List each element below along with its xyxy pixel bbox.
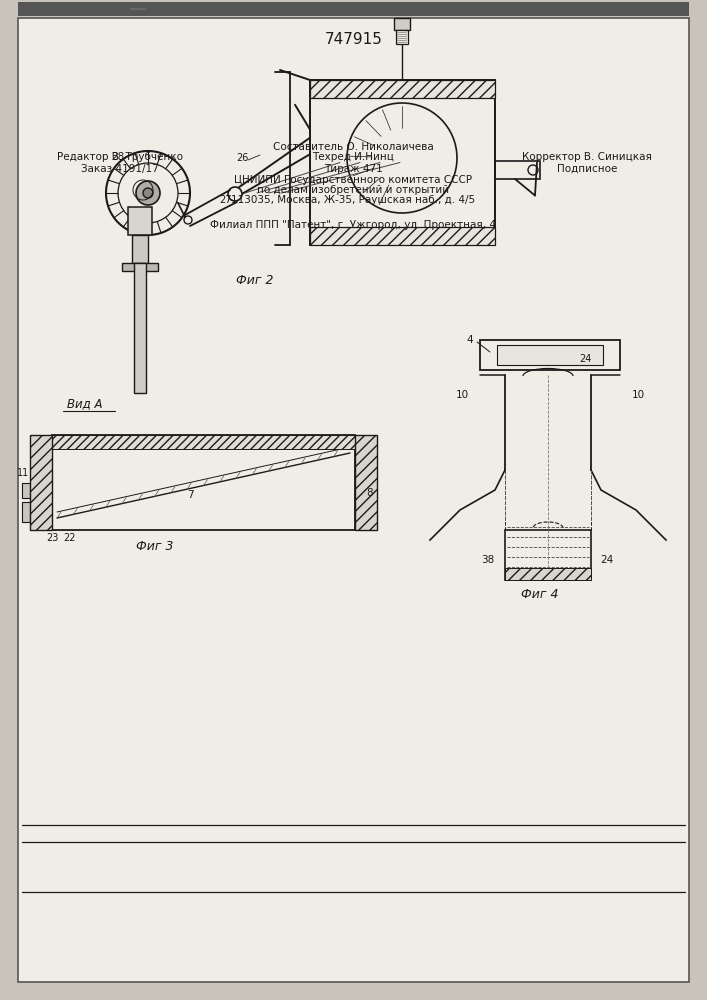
Bar [394,18,410,30]
Text: Фиг 2: Фиг 2 [236,273,274,286]
Text: 10: 10 [631,390,645,400]
Text: 28: 28 [112,152,124,162]
Bar [495,161,540,179]
Text: Филиал ППП "Патент", г. Ужгород, ул. Проектная, 4: Филиал ППП "Патент", г. Ужгород, ул. Про… [211,220,496,230]
Text: 11: 11 [17,468,29,478]
Bar [480,340,620,370]
Text: 38: 38 [481,555,495,565]
Text: 10: 10 [455,390,469,400]
Text: Корректор В. Синицкая: Корректор В. Синицкая [522,152,652,162]
Text: 113035, Москва, Ж-35, Раушская наб., д. 4/5: 113035, Москва, Ж-35, Раушская наб., д. … [231,195,476,205]
Circle shape [136,181,160,205]
Bar [52,435,355,449]
Bar [134,263,146,393]
Bar [497,345,603,365]
Text: Подписное: Подписное [556,164,617,174]
Bar [355,435,377,530]
Text: 26: 26 [236,153,248,163]
Bar [22,502,30,522]
Text: 7: 7 [187,490,193,500]
Circle shape [228,187,242,201]
Bar [310,227,495,245]
Text: Фиг 4: Фиг 4 [521,588,559,601]
Text: по делам изобретений и открытий: по делам изобретений и открытий [257,185,450,195]
Text: 747915: 747915 [325,32,383,47]
Bar [310,80,495,245]
Text: Техред И.Нинц: Техред И.Нинц [312,152,395,162]
Bar [132,235,148,263]
Circle shape [184,216,192,224]
Text: Вид А: Вид А [67,397,103,410]
Text: 23: 23 [46,533,58,543]
Circle shape [528,165,538,175]
Text: Редактор В. Трубченко: Редактор В. Трубченко [57,152,183,162]
Bar [52,435,355,530]
Text: ляяяяяя: ляяяяяя [130,7,148,11]
Bar [128,207,152,235]
Text: 24: 24 [579,354,591,364]
Bar [18,2,689,16]
Text: 24: 24 [600,555,614,565]
Text: 27: 27 [218,195,231,205]
Circle shape [143,188,153,198]
Bar [505,568,591,580]
Text: ЦНИИПИ Государственного комитета СССР: ЦНИИПИ Государственного комитета СССР [235,175,472,185]
Bar [22,483,30,498]
Text: Фиг 3: Фиг 3 [136,540,174,554]
Text: Составитель О. Николаичева: Составитель О. Николаичева [273,142,434,152]
Text: Заказ 4191/17: Заказ 4191/17 [81,164,159,174]
Text: Тираж 471: Тираж 471 [324,164,383,174]
Bar [396,30,408,44]
Bar [505,530,591,580]
Text: 8: 8 [367,488,373,498]
Bar [310,80,495,98]
Text: 4: 4 [467,335,473,345]
Bar [30,435,52,530]
Text: 22: 22 [64,533,76,543]
Bar [122,263,158,271]
